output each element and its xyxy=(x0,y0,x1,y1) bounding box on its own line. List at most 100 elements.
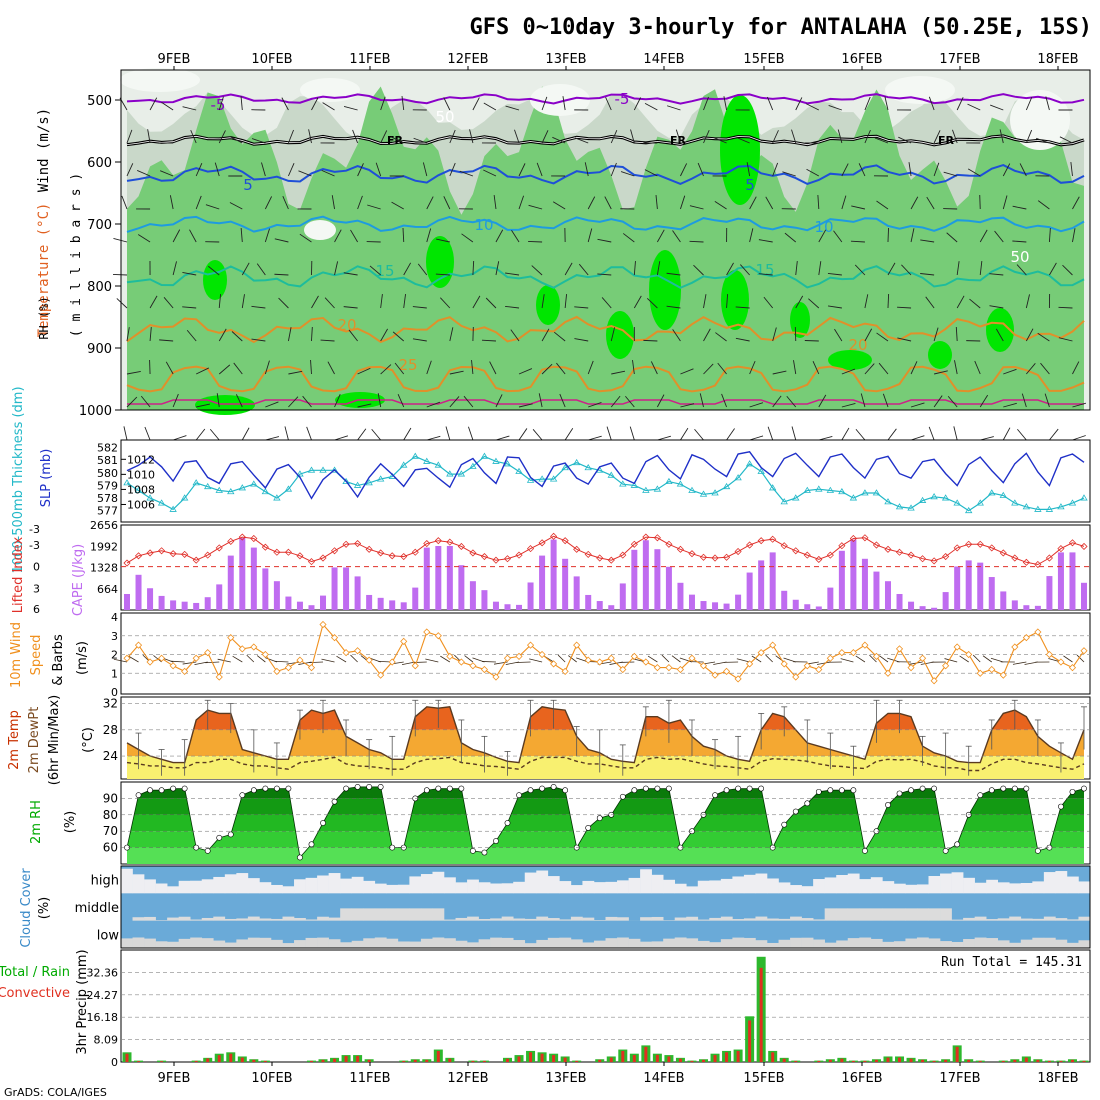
wind-barb xyxy=(528,204,543,210)
cloud-low-block xyxy=(247,937,260,948)
cloud-mid-block xyxy=(882,908,895,921)
cloud-high-block xyxy=(767,878,779,894)
precip-convective-bar xyxy=(725,1052,729,1062)
wind10m-marker xyxy=(411,662,419,670)
wind10m-barb xyxy=(661,654,670,663)
rh2m-tick-label: 60 xyxy=(103,841,118,855)
cloud-mid-block xyxy=(755,916,768,921)
li-marker xyxy=(769,535,777,543)
wind-barb xyxy=(562,96,566,111)
cloud-mid-block xyxy=(363,908,376,921)
thickness-marker xyxy=(400,461,408,468)
wind-barb xyxy=(218,96,224,111)
rh-saturated-patch xyxy=(426,236,454,288)
wind-barb xyxy=(767,96,774,111)
wind10m-marker xyxy=(169,662,177,670)
cloud-high-block xyxy=(224,874,237,894)
panel-frame xyxy=(120,524,1091,611)
wind-barb xyxy=(518,403,533,408)
cloud-low-block xyxy=(605,938,618,948)
wind-barb xyxy=(703,363,714,375)
wind10m-barb xyxy=(990,657,1004,663)
cloud-high-block xyxy=(201,879,214,894)
thickness-marker xyxy=(976,499,984,506)
wind-barb xyxy=(218,130,226,144)
cloud-high-block xyxy=(409,876,422,894)
cape-bar xyxy=(354,576,361,610)
wind-barb xyxy=(901,264,912,276)
wind-barb xyxy=(827,273,842,276)
precip-convective-bar xyxy=(240,1057,244,1062)
wind-barb xyxy=(605,97,612,111)
rh-dry-patch xyxy=(300,78,360,102)
li-marker xyxy=(780,542,788,550)
wind-barb xyxy=(541,96,548,111)
thickness-marker xyxy=(768,484,777,491)
contour-label: -5 xyxy=(615,90,630,108)
precip-convective-bar xyxy=(505,1058,509,1062)
wind10m-marker xyxy=(400,637,408,645)
li-marker xyxy=(665,540,673,548)
cloud-low-block xyxy=(893,941,906,948)
wind10m-barb xyxy=(516,661,531,663)
temp-band xyxy=(127,756,1084,779)
rh2m-marker xyxy=(792,808,799,815)
precip-convective-bar xyxy=(863,1060,867,1062)
wind-barb xyxy=(632,360,635,375)
cloud-low-block xyxy=(328,939,341,948)
cloud-low-block xyxy=(801,937,814,948)
wind-barb xyxy=(1002,427,1011,441)
wind-barb xyxy=(726,428,735,441)
temp2m-line xyxy=(126,706,1085,764)
wind10m-barb xyxy=(321,658,335,663)
wind-barb xyxy=(693,264,704,276)
cloud-low-block xyxy=(317,937,329,948)
wind-barb xyxy=(818,229,827,243)
wind-barb xyxy=(726,262,734,276)
precip-convective-bar xyxy=(309,1060,313,1062)
thickness-marker xyxy=(964,506,973,514)
cloud-high-block xyxy=(282,886,295,894)
li-marker xyxy=(653,534,661,542)
cape-bar xyxy=(1000,591,1007,610)
cloud-high-block xyxy=(374,883,387,894)
wind-barb xyxy=(256,263,266,276)
wind-barb xyxy=(786,395,797,408)
wind10m-marker xyxy=(953,643,961,651)
wind10m-tick-label: 2 xyxy=(111,649,118,662)
cloud-low-block xyxy=(444,938,456,948)
wind-barb xyxy=(746,162,751,177)
wind10m-barb xyxy=(425,658,439,663)
wind-barb xyxy=(402,227,405,243)
li-marker xyxy=(1011,554,1019,562)
cloud-high-block xyxy=(363,880,376,894)
date-label-top: 10FEB xyxy=(251,52,292,67)
cape-bar xyxy=(988,577,995,610)
temperature-contour xyxy=(126,215,1085,233)
wind-barb xyxy=(1025,129,1033,144)
temperature-label: Temperature (°C) xyxy=(36,203,52,338)
wind-barb xyxy=(588,402,602,408)
wind-barb xyxy=(311,97,319,111)
wind-barb xyxy=(749,402,764,408)
wind-barb xyxy=(308,129,312,144)
freezing-level-inner xyxy=(126,135,1085,146)
wind10m-marker xyxy=(746,660,754,668)
wind-barb xyxy=(920,239,935,243)
wind-barb xyxy=(864,328,873,342)
cloud-low-block xyxy=(790,937,802,948)
cape-bar xyxy=(181,601,188,610)
wind-barb xyxy=(377,393,382,408)
cape-bar xyxy=(908,601,915,610)
wind-barb xyxy=(218,328,227,342)
cloud-high-block xyxy=(490,883,502,894)
contour-label: 15 xyxy=(755,261,774,279)
cloud-mid-block xyxy=(340,908,353,921)
wind10m-marker xyxy=(699,662,708,670)
wind10m-barb xyxy=(557,654,566,663)
precip-convective-bar xyxy=(137,1061,141,1062)
wind-barb xyxy=(980,436,994,441)
wind-barb xyxy=(426,401,441,408)
li-marker xyxy=(284,548,292,556)
wind10m-marker xyxy=(619,665,627,674)
